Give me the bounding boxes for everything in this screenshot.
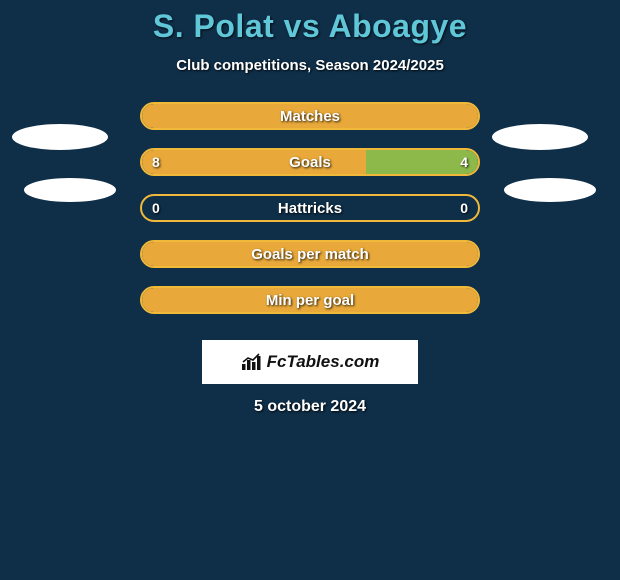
page-subtitle: Club competitions, Season 2024/2025	[176, 57, 444, 74]
decorative-ellipse	[12, 124, 108, 150]
page-title: S. Polat vs Aboagye	[153, 8, 467, 45]
stat-row: 0 0Hattricks	[140, 194, 480, 222]
stat-bar: Min per goal	[140, 286, 480, 314]
stat-row: Matches	[140, 102, 480, 130]
logo-box: FcTables.com	[202, 340, 418, 384]
bar-chart-icon	[241, 353, 263, 371]
stat-value-left: 8	[152, 150, 160, 174]
logo: FcTables.com	[241, 352, 380, 372]
stat-bar: 0 0Hattricks	[140, 194, 480, 222]
stat-bar: 84Goals	[140, 148, 480, 176]
bar-fill-left	[142, 104, 478, 128]
stat-row: Goals per match	[140, 240, 480, 268]
bar-fill-left	[142, 242, 478, 266]
decorative-ellipse	[504, 178, 596, 202]
date-text: 5 october 2024	[254, 398, 366, 416]
stat-value-right: 4	[460, 150, 468, 174]
stat-value-left: 0	[152, 196, 160, 220]
stat-row: Min per goal	[140, 286, 480, 314]
rows-region: Matches84Goals00HattricksGoals per match…	[140, 102, 480, 332]
logo-text: FcTables.com	[267, 352, 380, 372]
decorative-ellipse	[492, 124, 588, 150]
stat-row: 84Goals	[140, 148, 480, 176]
stat-bar: Matches	[140, 102, 480, 130]
bar-fill-left	[142, 150, 366, 174]
stat-value-right: 0	[460, 196, 468, 220]
bar-fill-left	[142, 288, 478, 312]
stat-label: Hattricks	[142, 196, 478, 220]
chart-container: S. Polat vs Aboagye Club competitions, S…	[0, 0, 620, 580]
stat-bar: Goals per match	[140, 240, 480, 268]
decorative-ellipse	[24, 178, 116, 202]
